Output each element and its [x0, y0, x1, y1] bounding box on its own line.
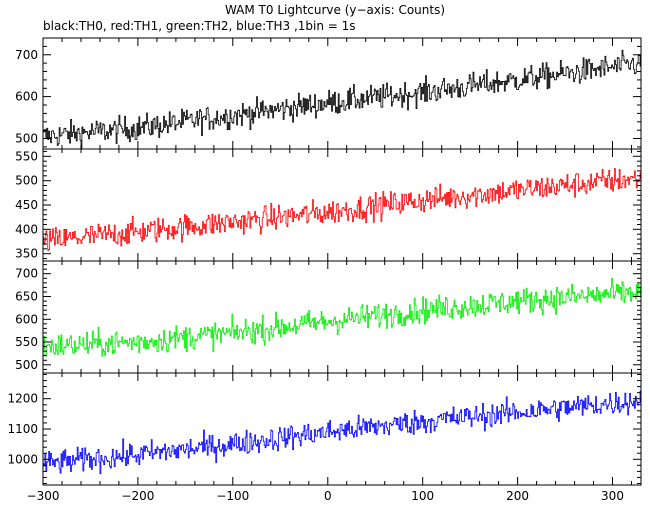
y-tick-label: 350: [15, 247, 38, 261]
y-tick-label: 400: [15, 222, 38, 236]
panel-th0-frame: [42, 37, 642, 150]
series-th3-line: [43, 390, 641, 475]
panel-th1-axis: 350 400 450 500 550: [15, 149, 641, 261]
y-tick-label: 1200: [7, 392, 38, 406]
panel-th1-frame: [42, 148, 642, 262]
series-th2-line: [43, 278, 641, 357]
y-tick-label: 500: [15, 132, 38, 146]
panel-th3-trace: [43, 390, 641, 475]
panel-th2-trace: [43, 278, 641, 357]
chart-title: WAM T0 Lightcurve (y−axis: Counts): [225, 3, 445, 17]
x-tick-label: 0: [324, 489, 332, 503]
panel-th2: 500 550 600 650 700: [15, 260, 642, 374]
y-tick-label: 500: [15, 174, 38, 188]
panel-th2-frame: [42, 260, 642, 374]
x-tick-label: 300: [601, 489, 624, 503]
y-tick-label: 500: [15, 358, 38, 372]
chart-subtitle: black:TH0, red:TH1, green:TH2, blue:TH3 …: [43, 19, 356, 33]
y-tick-label: 650: [15, 290, 38, 304]
panel-th1: 350 400 450 500 550: [15, 148, 642, 262]
y-tick-label: 600: [15, 90, 38, 104]
x-tick-label: −200: [121, 489, 154, 503]
panel-th0-trace: [43, 49, 641, 149]
x-axis-ticks: −300 −200 −100 0 100 200 300: [27, 489, 624, 503]
y-tick-label: 450: [15, 198, 38, 212]
y-tick-label: 1100: [7, 422, 38, 436]
series-th1-line: [43, 168, 641, 251]
x-tick-label: −300: [27, 489, 60, 503]
x-tick-label: 100: [411, 489, 434, 503]
y-tick-label: 600: [15, 312, 38, 326]
y-tick-label: 700: [15, 267, 38, 281]
y-tick-label: 700: [15, 48, 38, 62]
panel-th1-trace: [43, 168, 641, 251]
panel-th0: 500 600 700: [15, 37, 642, 150]
x-tick-label: −100: [216, 489, 249, 503]
panel-th3-axis: 1000 1100 1200: [7, 373, 641, 485]
y-tick-label: 550: [15, 149, 38, 163]
series-th0-line: [43, 49, 641, 149]
panel-th3: 1000 1100 1200: [7, 372, 642, 486]
y-tick-label: 1000: [7, 452, 38, 466]
y-tick-label: 550: [15, 335, 38, 349]
panel-th2-axis: 500 550 600 650 700: [15, 261, 641, 373]
panel-th0-axis: 500 600 700: [15, 37, 641, 149]
x-tick-label: 200: [506, 489, 529, 503]
